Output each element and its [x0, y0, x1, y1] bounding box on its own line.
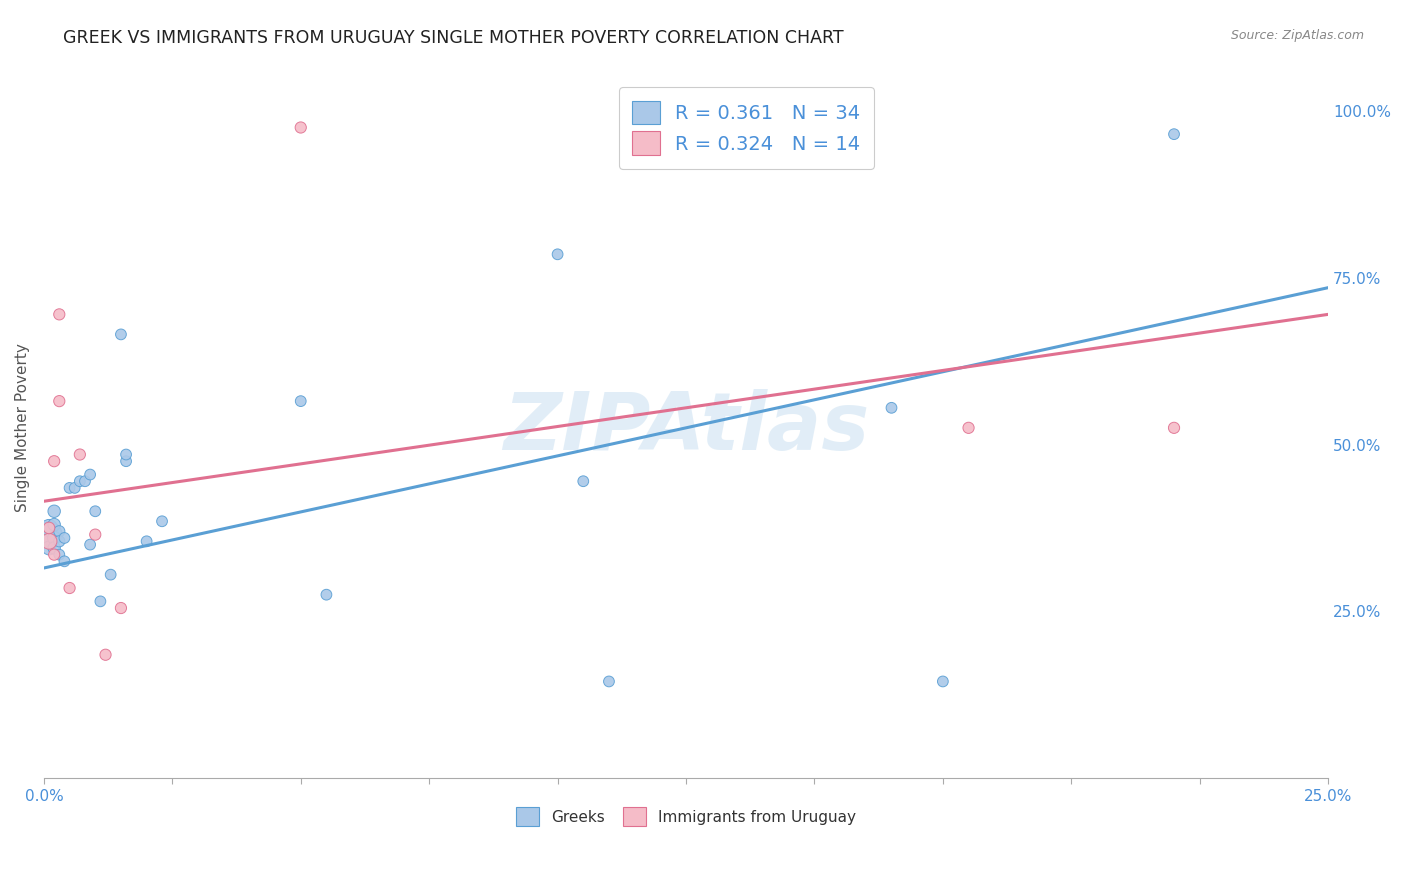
Point: [48, 394, 70, 409]
Point: [598, 674, 620, 689]
Point: [48, 307, 70, 321]
Point: [73, 474, 96, 488]
Point: [58, 581, 80, 595]
Point: [44, 531, 66, 545]
Point: [115, 454, 138, 468]
Text: GREEK VS IMMIGRANTS FROM URUGUAY SINGLE MOTHER POVERTY CORRELATION CHART: GREEK VS IMMIGRANTS FROM URUGUAY SINGLE …: [63, 29, 844, 46]
Point: [44, 517, 66, 532]
Point: [44, 548, 66, 562]
Point: [53, 554, 76, 568]
Point: [38, 521, 60, 535]
Legend: Greeks, Immigrants from Uruguay: Greeks, Immigrants from Uruguay: [508, 800, 863, 834]
Point: [315, 588, 337, 602]
Point: [38, 527, 60, 541]
Point: [135, 534, 157, 549]
Point: [44, 541, 66, 555]
Point: [38, 521, 60, 535]
Point: [150, 514, 173, 528]
Point: [69, 448, 91, 462]
Point: [547, 247, 569, 261]
Point: [290, 394, 312, 409]
Point: [115, 448, 138, 462]
Point: [44, 454, 66, 468]
Point: [957, 421, 980, 435]
Text: ZIPAtlas: ZIPAtlas: [503, 389, 869, 467]
Y-axis label: Single Mother Poverty: Single Mother Poverty: [15, 343, 30, 512]
Point: [89, 594, 111, 608]
Point: [880, 401, 903, 415]
Point: [58, 481, 80, 495]
Point: [69, 474, 91, 488]
Point: [53, 531, 76, 545]
Point: [48, 524, 70, 539]
Point: [94, 648, 117, 662]
Point: [1163, 127, 1185, 141]
Point: [48, 534, 70, 549]
Point: [572, 474, 595, 488]
Point: [48, 548, 70, 562]
Point: [84, 527, 107, 541]
Point: [932, 674, 955, 689]
Point: [1163, 421, 1185, 435]
Point: [84, 504, 107, 518]
Point: [100, 567, 122, 582]
Point: [110, 327, 132, 342]
Point: [38, 534, 60, 549]
Point: [110, 601, 132, 615]
Point: [79, 467, 101, 482]
Point: [63, 481, 86, 495]
Point: [38, 541, 60, 555]
Text: Source: ZipAtlas.com: Source: ZipAtlas.com: [1230, 29, 1364, 42]
Point: [79, 538, 101, 552]
Point: [44, 504, 66, 518]
Point: [290, 120, 312, 135]
